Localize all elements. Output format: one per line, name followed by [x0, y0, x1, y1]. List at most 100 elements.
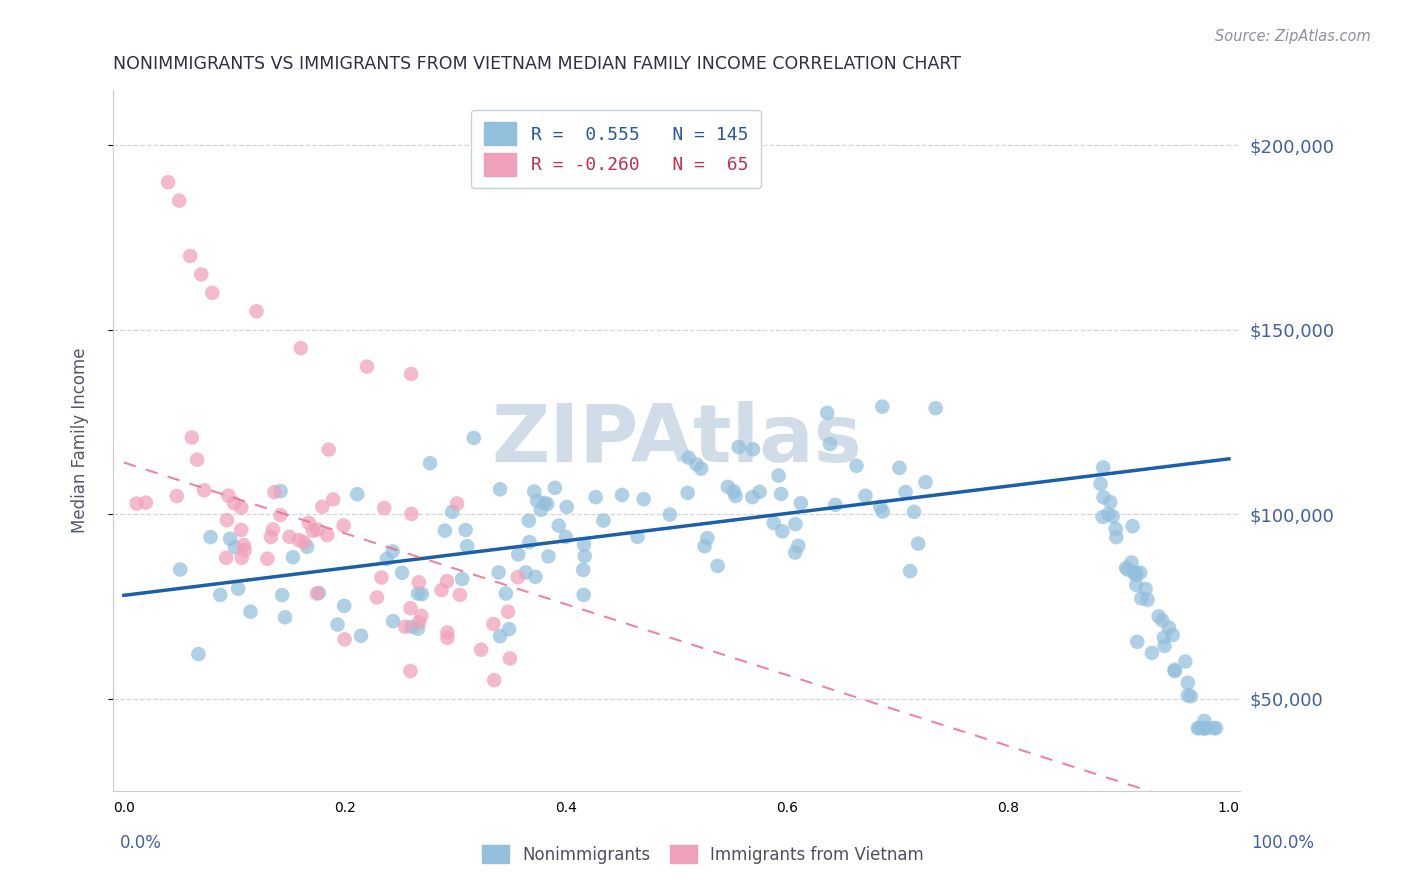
- Point: [489, 482, 512, 496]
- Point: [523, 484, 546, 499]
- Point: [281, 550, 304, 565]
- Point: [394, 620, 416, 634]
- Point: [274, 610, 297, 624]
- Point: [233, 543, 256, 558]
- Y-axis label: Median Family Income: Median Family Income: [72, 348, 89, 533]
- Point: [770, 487, 793, 501]
- Point: [430, 583, 453, 598]
- Point: [454, 523, 477, 537]
- Point: [302, 524, 325, 538]
- Point: [869, 500, 891, 514]
- Point: [125, 497, 148, 511]
- Point: [889, 460, 911, 475]
- Point: [1152, 613, 1174, 627]
- Point: [1147, 609, 1170, 624]
- Point: [872, 400, 894, 414]
- Point: [693, 539, 716, 553]
- Point: [1188, 721, 1211, 735]
- Point: [1136, 592, 1159, 607]
- Point: [610, 488, 633, 502]
- Point: [209, 588, 232, 602]
- Point: [678, 450, 700, 465]
- Point: [463, 431, 485, 445]
- Point: [572, 588, 595, 602]
- Point: [894, 485, 917, 500]
- Point: [1157, 621, 1180, 635]
- Point: [585, 490, 607, 504]
- Point: [855, 489, 877, 503]
- Point: [727, 440, 749, 454]
- Point: [1125, 578, 1147, 592]
- Point: [231, 500, 253, 515]
- Point: [401, 620, 423, 634]
- Point: [1202, 721, 1225, 735]
- Point: [169, 562, 191, 576]
- Point: [1099, 495, 1122, 509]
- Point: [633, 492, 655, 507]
- Point: [1092, 491, 1115, 505]
- Point: [1153, 631, 1175, 645]
- Point: [260, 530, 283, 544]
- Point: [717, 480, 740, 494]
- Point: [436, 625, 458, 640]
- Point: [1130, 591, 1153, 606]
- Point: [508, 548, 530, 562]
- Point: [592, 514, 614, 528]
- Point: [1091, 510, 1114, 524]
- Point: [1180, 690, 1202, 704]
- Point: [269, 508, 291, 522]
- Point: [1194, 721, 1216, 735]
- Point: [263, 485, 285, 500]
- Point: [572, 563, 595, 577]
- Point: [544, 481, 567, 495]
- Point: [399, 601, 422, 615]
- Point: [446, 496, 468, 510]
- Point: [419, 456, 441, 470]
- Point: [290, 341, 312, 355]
- Point: [391, 566, 413, 580]
- Point: [346, 487, 368, 501]
- Point: [271, 588, 294, 602]
- Point: [375, 552, 398, 566]
- Point: [626, 530, 648, 544]
- Point: [399, 367, 422, 381]
- Point: [456, 539, 478, 553]
- Text: 0.0%: 0.0%: [120, 834, 162, 852]
- Point: [256, 551, 278, 566]
- Point: [685, 458, 707, 472]
- Point: [524, 570, 547, 584]
- Point: [536, 497, 558, 511]
- Point: [1163, 663, 1185, 677]
- Point: [741, 490, 763, 504]
- Point: [245, 304, 267, 318]
- Point: [224, 541, 246, 555]
- Point: [872, 505, 894, 519]
- Point: [554, 530, 576, 544]
- Point: [222, 496, 245, 510]
- Point: [449, 588, 471, 602]
- Point: [215, 550, 238, 565]
- Point: [785, 517, 807, 532]
- Point: [215, 513, 238, 527]
- Point: [157, 175, 180, 189]
- Point: [1115, 561, 1137, 575]
- Point: [742, 442, 765, 457]
- Point: [690, 461, 713, 475]
- Point: [316, 528, 339, 542]
- Point: [1194, 721, 1216, 735]
- Point: [496, 605, 519, 619]
- Point: [1121, 519, 1143, 533]
- Point: [350, 629, 373, 643]
- Point: [499, 651, 522, 665]
- Point: [370, 570, 392, 584]
- Point: [1090, 476, 1112, 491]
- Text: ZIPAtlas: ZIPAtlas: [491, 401, 862, 479]
- Point: [433, 524, 456, 538]
- Point: [1101, 509, 1123, 524]
- Point: [1194, 714, 1216, 728]
- Point: [333, 599, 356, 613]
- Point: [489, 629, 512, 643]
- Point: [470, 642, 492, 657]
- Point: [1135, 582, 1157, 596]
- Point: [517, 514, 540, 528]
